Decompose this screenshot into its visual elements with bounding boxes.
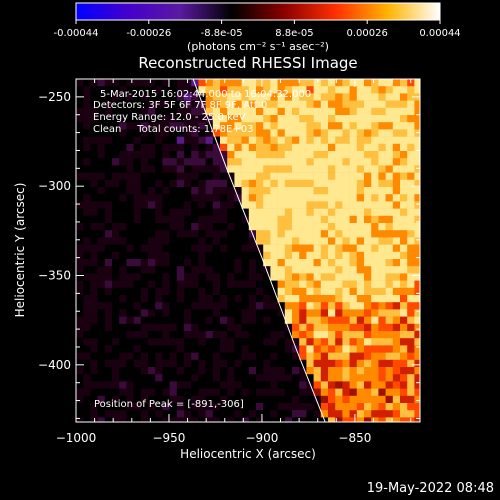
y-axis: −250 −300 −350 −400 xyxy=(38,78,420,419)
info-line-energy: Energy Range: 12.0 - 25.0 keV xyxy=(93,112,246,123)
colorbar-tick-label: -0.00026 xyxy=(126,28,171,39)
solar-limb-line xyxy=(192,79,326,422)
colorbar-ticks: -0.00044 -0.00026 -8.8e-05 8.8e-05 0.00026 0.… xyxy=(54,20,461,39)
x-tick-label: −850 xyxy=(338,431,371,445)
info-line-clean: Clean Total counts: 1.78E+03 xyxy=(93,124,253,135)
plot-title: Reconstructed RHESSI Image xyxy=(138,54,357,72)
colorbar xyxy=(75,2,441,21)
y-tick-label: −400 xyxy=(38,358,71,372)
x-tick-label: −1000 xyxy=(56,431,97,445)
x-tick-label: −900 xyxy=(245,431,278,445)
plot-frame xyxy=(75,78,421,423)
colorbar-tick-label: -8.8e-05 xyxy=(201,28,243,39)
y-tick-label: −300 xyxy=(38,179,71,193)
info-text: 5-Mar-2015 16:02:44.000 to 16:04:32.000 … xyxy=(93,89,311,135)
timestamp: 19-May-2022 08:48 xyxy=(366,481,494,496)
info-line-time: 5-Mar-2015 16:02:44.000 to 16:04:32.000 xyxy=(100,89,311,100)
colorbar-tick-label: -0.00044 xyxy=(54,28,99,39)
colorbar-tick-label: 0.00026 xyxy=(347,28,388,39)
y-tick-label: −350 xyxy=(38,269,71,283)
image-pixels xyxy=(76,79,420,422)
rhessi-image xyxy=(76,79,420,422)
colorbar-unit-label: (photons cm⁻² s⁻¹ asec⁻²) xyxy=(187,40,329,53)
y-tick-label: −250 xyxy=(38,90,71,104)
x-axis: −1000 −950 −900 −850 xyxy=(56,79,412,445)
info-line-detectors: Detectors: 3F 5F 6F 7F 8F 9F, Att 0 xyxy=(93,100,267,111)
colorbar-tick-label: 8.8e-05 xyxy=(275,28,313,39)
x-axis-label: Heliocentric X (arcsec) xyxy=(180,447,316,461)
peak-position-label: Position of Peak = [-891,-306] xyxy=(94,399,244,410)
x-tick-label: −950 xyxy=(152,431,185,445)
y-axis-label: Heliocentric Y (arcsec) xyxy=(13,183,27,318)
colorbar-tick-label: 0.00044 xyxy=(419,28,460,39)
